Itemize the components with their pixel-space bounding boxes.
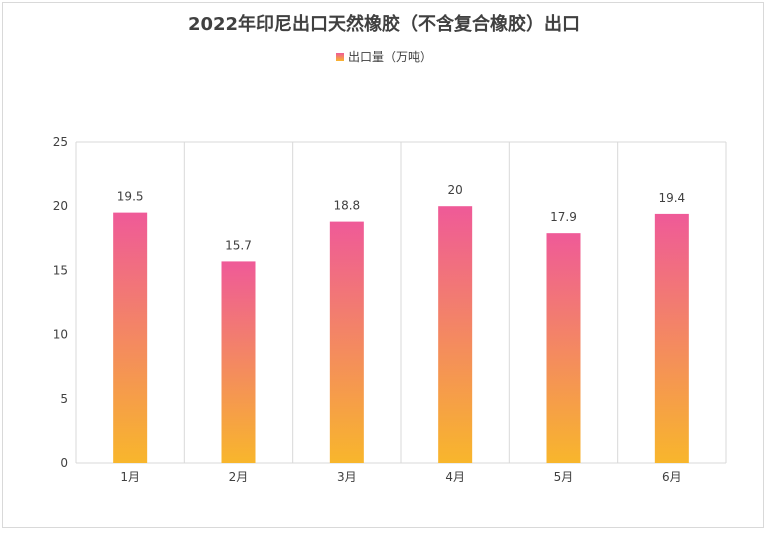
chart-title: 2022年印尼出口天然橡胶（不含复合橡胶）出口	[187, 14, 581, 35]
bar	[221, 261, 256, 463]
x-tick-label: 5月	[554, 470, 574, 484]
legend-swatch	[335, 52, 344, 61]
x-tick-label: 3月	[337, 470, 357, 484]
data-label: 19.4	[658, 191, 685, 205]
x-tick-label: 2月	[229, 470, 249, 484]
data-label: 17.9	[550, 210, 577, 224]
x-tick-label: 1月	[120, 470, 140, 484]
y-tick-label: 0	[60, 456, 68, 470]
x-tick-label: 4月	[445, 470, 465, 484]
bar	[654, 213, 689, 463]
data-label: 19.5	[117, 190, 144, 204]
y-tick-label: 25	[53, 135, 68, 149]
grid-layer	[75, 141, 727, 464]
bar-layer	[113, 206, 689, 463]
y-tick-label: 10	[53, 328, 68, 342]
legend: 出口量（万吨）	[0, 48, 768, 65]
data-label: 18.8	[333, 199, 360, 213]
legend-label: 出口量（万吨）	[347, 50, 432, 64]
y-tick-label: 20	[53, 199, 68, 213]
y-tick-label: 15	[53, 263, 68, 277]
x-tick-label: 6月	[662, 470, 682, 484]
bar	[546, 233, 581, 463]
data-label: 15.7	[225, 238, 252, 252]
data-label: 20	[448, 183, 463, 197]
bar	[438, 206, 473, 463]
bar	[113, 212, 148, 463]
label-layer: 0 5 10 15 20 25 19.5 1月 15.7 2月 18.8 3月 20 4月 17.9 5月 19…	[53, 135, 685, 484]
bar	[329, 221, 364, 463]
y-tick-label: 5	[60, 392, 68, 406]
